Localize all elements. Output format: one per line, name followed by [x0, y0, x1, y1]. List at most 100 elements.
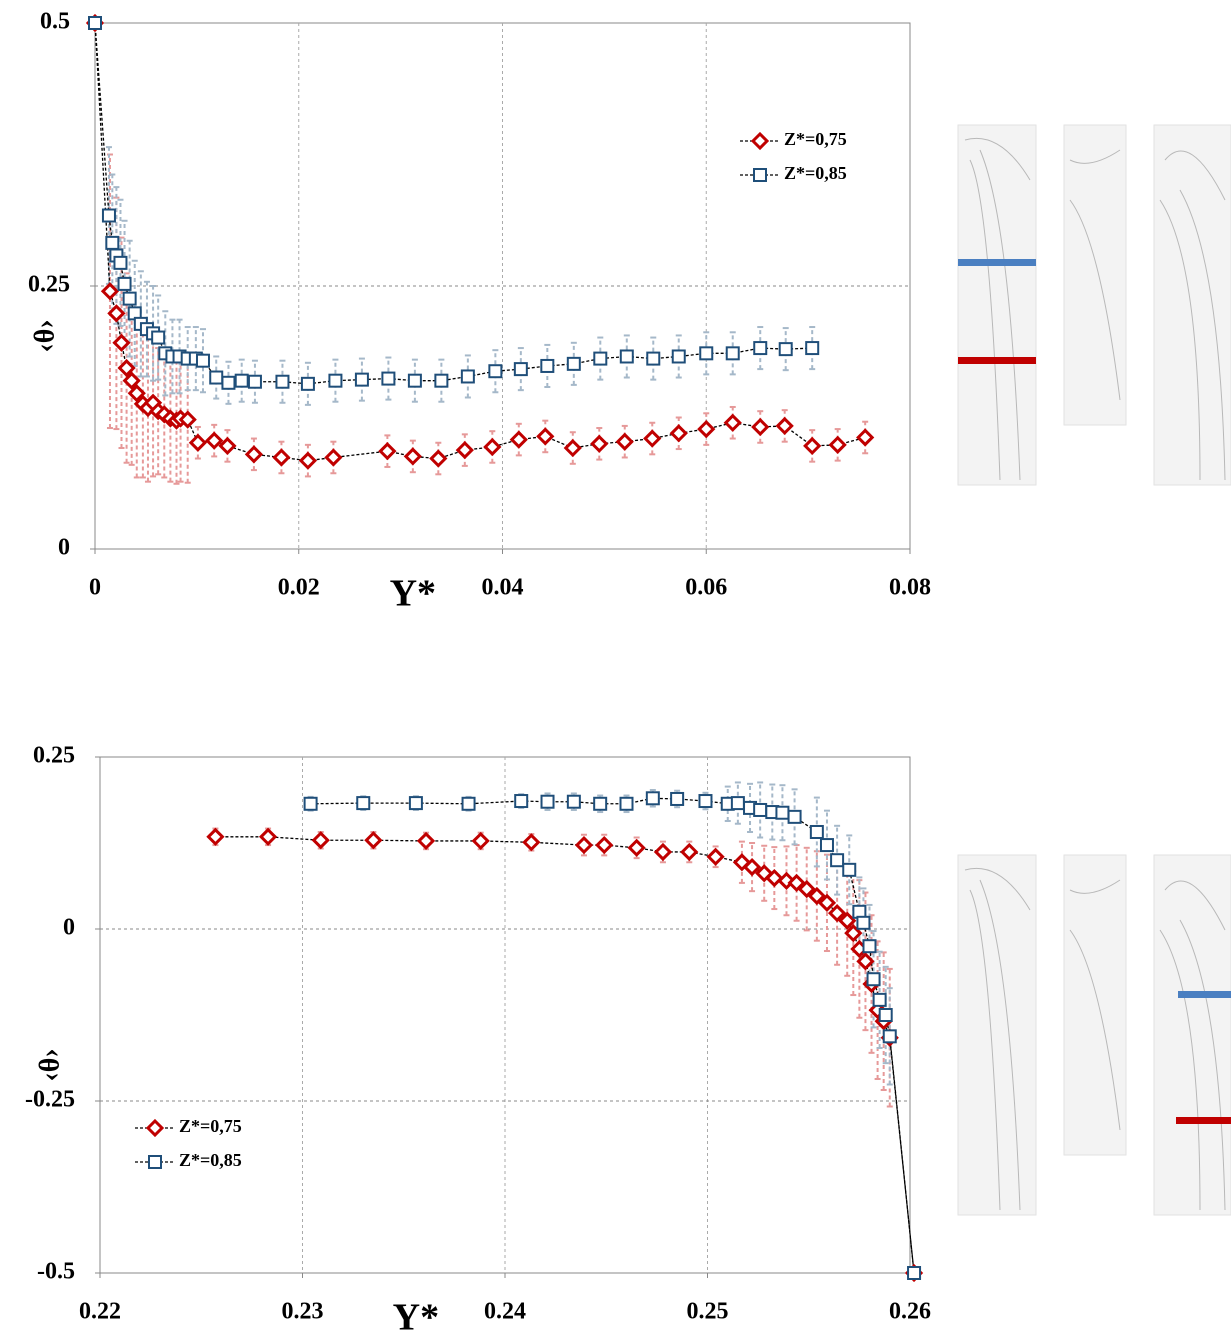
- error-bar: [813, 796, 820, 868]
- marker: [842, 862, 857, 877]
- error-bar: [757, 781, 764, 839]
- error-bar: [834, 824, 841, 896]
- error-bar: [761, 844, 768, 902]
- x-tick-label: 0.06: [685, 575, 727, 601]
- marker: [670, 791, 685, 806]
- marker: [725, 346, 740, 361]
- marker: [563, 438, 582, 458]
- legend-label: Z*=0,75: [784, 129, 847, 149]
- x-tick-label: 0.26: [889, 1299, 931, 1325]
- marker: [646, 351, 661, 366]
- error-bars: [106, 153, 869, 485]
- streamline-image-bottom: [957, 854, 1231, 1216]
- marker: [206, 827, 225, 846]
- legend-marker: [148, 1155, 162, 1169]
- marker: [907, 1266, 922, 1280]
- marker: [188, 433, 208, 452]
- marker: [416, 831, 436, 851]
- marker: [429, 449, 448, 468]
- marker: [461, 796, 476, 811]
- marker: [378, 442, 397, 461]
- marker: [381, 371, 396, 386]
- marker: [117, 276, 132, 291]
- marker: [471, 831, 490, 851]
- marker: [671, 349, 686, 364]
- marker: [300, 376, 315, 391]
- marker: [112, 333, 131, 352]
- marker: [742, 857, 762, 877]
- marker: [195, 353, 210, 368]
- marker: [807, 886, 826, 906]
- marker: [838, 911, 857, 930]
- marker: [680, 842, 699, 862]
- legend-marker: [750, 131, 770, 151]
- marker: [615, 432, 634, 451]
- marker: [540, 794, 555, 809]
- legend: Z*=0,75 Z*=0,85: [740, 129, 847, 183]
- marker: [751, 417, 770, 437]
- marker: [827, 904, 847, 923]
- marker: [100, 282, 120, 301]
- marker: [669, 424, 688, 443]
- marker: [234, 373, 249, 388]
- marker: [805, 341, 820, 356]
- marker: [653, 842, 673, 862]
- series-line: [215, 836, 915, 1274]
- plot: 0 0.02 0.04 0.06 0.0800.250.5Y*‹θ›Z*=0,75Z*=…: [28, 9, 931, 615]
- marker: [593, 351, 608, 366]
- marker: [787, 873, 806, 893]
- marker: [809, 824, 824, 839]
- marker: [566, 794, 581, 809]
- x-tick-label: 0.02: [278, 575, 320, 601]
- marker: [151, 330, 166, 345]
- marker: [328, 373, 343, 388]
- error-bars: [105, 146, 816, 406]
- marker: [787, 809, 802, 824]
- plot: 0.22 0.23 0.24 0.25 0.26 -0.5 -0.25 0 0.25 Y* ‹θ› Z…: [25, 743, 931, 1336]
- marker: [753, 802, 768, 817]
- marker: [258, 827, 278, 846]
- marker: [522, 833, 541, 852]
- legend: Z*=0,75 Z*=0,85: [135, 1116, 242, 1170]
- error-bar: [791, 788, 798, 846]
- error-bar: [779, 784, 786, 842]
- legend-marker: [145, 1118, 165, 1138]
- marker: [178, 410, 197, 429]
- error-bar: [150, 285, 157, 382]
- error-bar: [846, 834, 853, 906]
- error-bar: [882, 965, 889, 1065]
- y-tick-label: 0: [58, 535, 70, 561]
- marker: [107, 304, 126, 323]
- marker: [117, 358, 136, 378]
- marker: [878, 1008, 893, 1022]
- marker: [275, 374, 290, 389]
- marker: [566, 356, 581, 371]
- marker: [778, 342, 793, 357]
- marker: [88, 16, 102, 30]
- error-bar: [769, 783, 776, 841]
- marker: [298, 451, 318, 470]
- marker: [574, 835, 594, 855]
- error-bar: [783, 845, 790, 917]
- marker: [407, 373, 422, 388]
- series-line: [94, 22, 866, 462]
- marker: [775, 416, 794, 436]
- marker: [272, 448, 291, 467]
- x-tick-label: 0.25: [687, 1299, 729, 1325]
- marker: [303, 796, 318, 811]
- marker: [483, 437, 502, 457]
- error-bar: [823, 809, 830, 881]
- marker: [730, 796, 745, 811]
- error-bar: [876, 950, 883, 1050]
- y-axis-label: ‹θ›: [34, 1048, 65, 1081]
- marker: [706, 847, 725, 866]
- marker: [803, 436, 822, 456]
- x-tick-label: 0.08: [889, 575, 931, 601]
- marker: [324, 448, 343, 467]
- y-tick-label: 0: [63, 915, 75, 941]
- marker: [882, 1029, 897, 1044]
- marker: [354, 372, 369, 387]
- marker: [619, 349, 634, 364]
- y-tick-label: 0.5: [40, 9, 70, 35]
